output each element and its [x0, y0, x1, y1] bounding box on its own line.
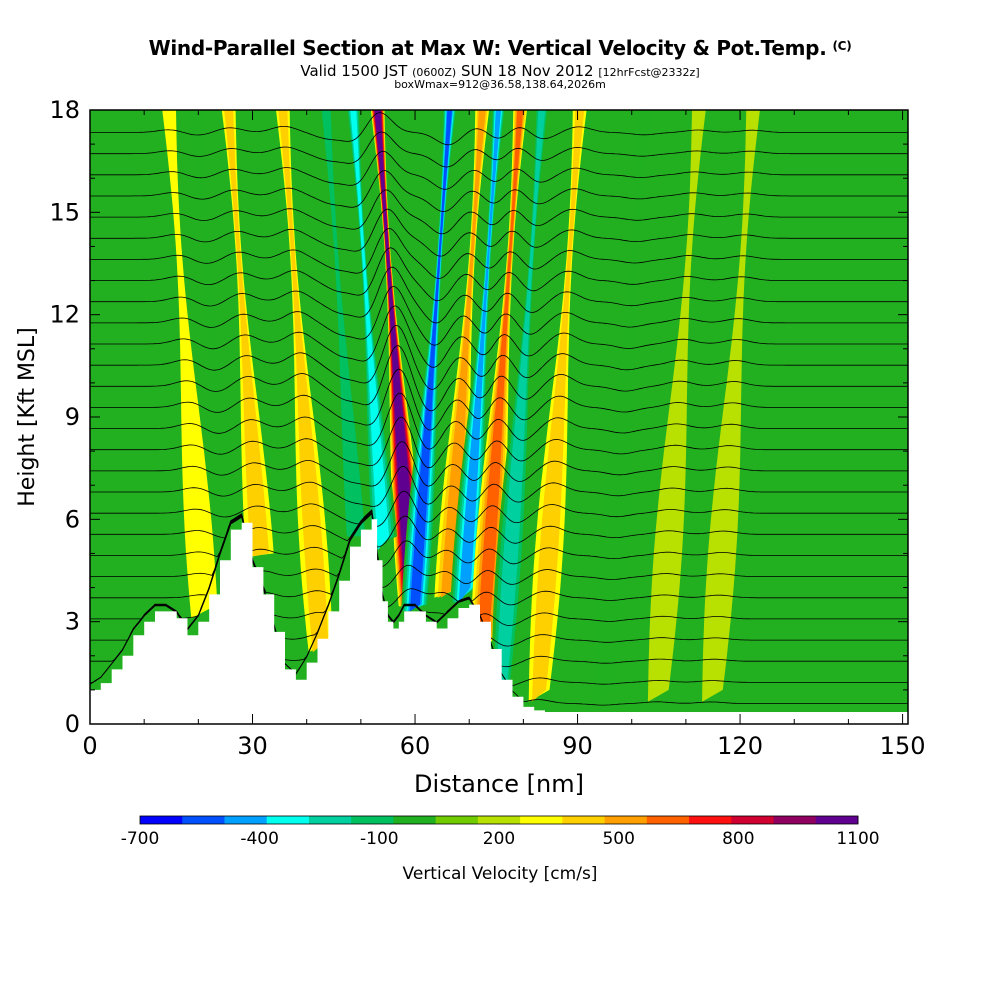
colorbar-swatch [266, 816, 310, 824]
x-tick-label: 150 [880, 732, 926, 760]
velocity-band-14-0 [647, 110, 706, 702]
colorbar-swatch [224, 816, 268, 824]
theta-contour [90, 441, 908, 487]
velocity-band-9-1 [278, 110, 329, 653]
theta-contour [90, 465, 908, 507]
y-tick-label: 18 [49, 96, 80, 124]
velocity-band-6-2 [495, 110, 546, 692]
colorbar-swatch [520, 816, 563, 824]
theta-contour [90, 208, 908, 257]
theta-contour [90, 285, 908, 346]
y-tick-label: 9 [65, 403, 80, 431]
x-axis-label: Distance [nm] [414, 770, 584, 798]
theta-contours [90, 112, 908, 706]
chart-subtitle: Valid 1500 JST (0600Z) SUN 18 Nov 2012 [… [0, 62, 1000, 80]
theta-contour [90, 509, 908, 548]
colorbar-swatch [731, 816, 775, 824]
colorbar-swatch [646, 816, 690, 824]
colorbar-tick-label: -700 [121, 829, 160, 849]
x-tick-label: 120 [717, 732, 763, 760]
colorbar-swatch [815, 816, 859, 824]
theta-contour [90, 490, 908, 528]
theta-contour [90, 170, 908, 212]
colorbar-tick-label: 500 [602, 829, 634, 849]
colorbar-swatch [689, 816, 732, 824]
theta-contour [90, 324, 908, 390]
colorbar-tick-label: -400 [240, 829, 279, 849]
theta-contour [90, 112, 908, 146]
terrain [90, 519, 908, 724]
chart-title-text: Wind-Parallel Section at Max W: Vertical… [148, 36, 827, 60]
theta-contour [90, 131, 908, 168]
box-info: boxWmax=912@36.58,138.64,2026m [394, 78, 606, 91]
colorbar-frame [139, 815, 859, 825]
colorbar-swatch [562, 816, 606, 824]
theta-contour [90, 266, 908, 324]
velocity-band-0-9 [375, 110, 416, 607]
colorbar-tick-label: 1100 [836, 829, 879, 849]
velocity-band-10-1 [224, 110, 269, 557]
utc-time: (0600Z) [412, 66, 457, 79]
valid-date: SUN 18 Nov 2012 [461, 62, 594, 80]
colorbar-swatch [140, 816, 183, 824]
velocity-band-13-0 [593, 110, 652, 702]
y-tick-label: 12 [49, 301, 80, 329]
theta-contour [90, 150, 908, 190]
theta-contour [90, 189, 908, 235]
colorbar-swatch [182, 816, 225, 824]
colorbar-swatch [308, 816, 352, 824]
axes: 0 30 60 90 120 150 0 3 6 9 12 15 18 Distance [nm] Heig… [15, 96, 925, 798]
velocity-band-2-5 [410, 110, 453, 612]
ground-strip [90, 712, 908, 724]
velocity-band-15-0 [702, 110, 760, 702]
velocity-band-7-1 [532, 110, 585, 702]
velocity-band-5-3 [476, 110, 524, 655]
y-axis-label: Height [Kft MSL] [15, 327, 40, 507]
chart-title: Wind-Parallel Section at Max W: Vertical… [0, 36, 1000, 60]
copyright-mark: (C) [832, 39, 852, 53]
y-tick-label: 0 [65, 710, 80, 738]
colorbar-title: Vertical Velocity [cm/s] [402, 864, 598, 884]
theta-contour [90, 368, 908, 431]
theta-contour [90, 247, 908, 302]
y-tick-label: 6 [65, 505, 80, 533]
x-tick-label: 90 [562, 732, 593, 760]
velocity-band-12-0 [162, 110, 218, 619]
valid-time: Valid 1500 JST [300, 62, 408, 80]
velocity-band-11-0 [189, 110, 240, 550]
colorbar-swatch [773, 816, 817, 824]
velocity-band-1-3 [350, 110, 390, 550]
y-tick-label: 15 [49, 198, 80, 226]
x-tick-label: 60 [400, 732, 431, 760]
forecast-info: [12hrFcst@2332z] [598, 66, 700, 79]
colorbar-swatch [435, 816, 479, 824]
theta-contour [90, 228, 908, 279]
colorbar-swatch [477, 816, 521, 824]
colorbar-tick-label: 800 [722, 829, 754, 849]
colorbar: -700 -400 -100 200 500 800 1100 [121, 815, 880, 849]
velocity-band-3-2 [441, 110, 486, 598]
theta-contour [90, 392, 908, 450]
colorbar-tick-label: -100 [360, 829, 399, 849]
colorbar-swatch [393, 816, 437, 824]
colorbar-tick-label: 200 [483, 829, 515, 849]
theta-contour [90, 345, 908, 412]
velocity-band-4-4 [458, 110, 502, 603]
velocity-band-8-1 [321, 110, 366, 537]
x-tick-label: 0 [82, 732, 97, 760]
x-tick-label: 30 [237, 732, 268, 760]
theta-contour [90, 416, 908, 469]
theta-contour [90, 305, 908, 368]
colorbar-swatch [351, 816, 394, 824]
colorbar-swatch [604, 816, 648, 824]
y-tick-label: 3 [65, 608, 80, 636]
